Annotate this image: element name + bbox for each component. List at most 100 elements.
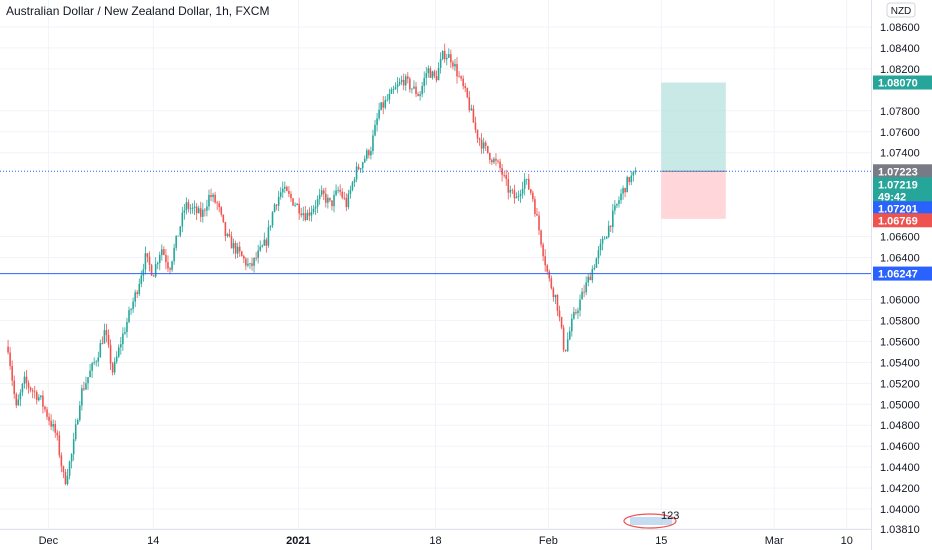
candle-body <box>175 235 177 248</box>
candle-body <box>577 310 579 314</box>
candle-body <box>163 249 165 255</box>
candle-body <box>216 202 218 204</box>
candle-body <box>70 454 73 462</box>
candle-body <box>126 321 128 333</box>
candle-body <box>245 258 247 266</box>
time-tick-label: 10 <box>841 535 853 547</box>
candle-body <box>517 196 520 197</box>
candle-body <box>404 76 407 86</box>
candle-body <box>146 253 149 257</box>
candle-body <box>234 243 237 254</box>
entry-badge-text: 1.07223 <box>878 166 918 178</box>
candle-body <box>400 79 403 83</box>
candle-body <box>236 246 239 254</box>
candle-body <box>314 206 317 209</box>
candle-body <box>263 239 266 246</box>
candle-body <box>158 254 161 263</box>
candle-body <box>279 192 282 197</box>
price-tick-label: 1.08600 <box>880 22 920 34</box>
candle-body <box>595 258 598 268</box>
price-badges: 1.08070 1.072231.0721949:421.072011.06769… <box>873 75 932 281</box>
candle-body <box>142 269 145 276</box>
candle-body <box>210 194 212 198</box>
price-tick-label: 1.03810 <box>880 524 920 536</box>
candle-body <box>302 213 305 216</box>
candle-body <box>117 347 120 357</box>
stop-zone[interactable] <box>661 171 726 219</box>
candle-body <box>27 382 30 388</box>
time-tick-label: 14 <box>147 535 159 547</box>
candle-body <box>31 390 34 392</box>
candle-body <box>575 312 577 314</box>
candle-body <box>208 194 210 207</box>
time-axis[interactable]: Dec 14 2021 18 Feb 15 Mar 10 <box>39 535 853 547</box>
candle-body <box>261 245 264 247</box>
candle-body <box>107 334 110 345</box>
candle-body <box>374 124 376 136</box>
candle-body <box>439 59 442 68</box>
candle-body <box>349 189 352 194</box>
candle-body <box>109 344 112 364</box>
candle-body <box>58 435 61 456</box>
candle-body <box>48 416 50 421</box>
candle-body <box>597 250 600 259</box>
currency-label: NZD <box>891 6 912 17</box>
candle-body <box>144 253 147 270</box>
time-tick-label: Dec <box>39 535 59 547</box>
grid <box>0 0 871 530</box>
candle-body <box>62 466 65 473</box>
candle-body <box>23 376 26 384</box>
candle-body <box>372 135 374 152</box>
candle-body <box>214 194 216 203</box>
candle-body <box>624 188 626 193</box>
candle-body <box>386 99 389 101</box>
candle-body <box>269 225 272 228</box>
candle-body <box>161 249 163 255</box>
candle-body <box>105 330 108 335</box>
candle-body <box>122 333 124 345</box>
target-zone[interactable] <box>661 82 726 172</box>
horizontal-lines[interactable] <box>0 170 871 275</box>
candle-body <box>113 361 116 373</box>
candle-body <box>304 213 307 221</box>
candle-body <box>378 109 380 119</box>
support-badge <box>873 266 932 281</box>
candle-body <box>60 455 63 467</box>
candle-body <box>97 357 100 362</box>
candle-body <box>587 276 590 283</box>
candle-body <box>337 189 339 191</box>
candle-body <box>240 251 243 257</box>
candle-body <box>308 212 311 216</box>
candle-body <box>515 196 518 199</box>
candle-body <box>17 399 20 406</box>
candle-body <box>388 93 391 100</box>
candle-body <box>491 159 493 163</box>
price-axis[interactable]: 1.03810 1.04000 1.04200 1.04400 1.04600 1.048… <box>880 22 920 536</box>
position-tool[interactable] <box>661 82 726 219</box>
candle-body <box>11 365 13 381</box>
candle-body <box>527 179 530 190</box>
candle-body <box>486 145 489 153</box>
candle-body <box>339 189 341 192</box>
candle-body <box>206 206 208 211</box>
candle-body <box>427 68 430 74</box>
candle-body <box>489 152 491 160</box>
candle-body <box>443 50 446 60</box>
candle-body <box>286 186 288 191</box>
candle-body <box>29 387 32 391</box>
candle-body <box>128 310 130 322</box>
candle-body <box>154 264 157 277</box>
candle-body <box>536 213 538 216</box>
candle-body <box>482 142 485 149</box>
support-badge-text: 1.06247 <box>878 269 918 281</box>
candle-body <box>384 100 387 108</box>
candle-body <box>152 275 155 277</box>
candle-body <box>199 208 202 217</box>
candle-body <box>413 86 415 89</box>
candle-body <box>560 317 563 328</box>
candle-body <box>310 212 313 216</box>
candle-body <box>402 79 405 86</box>
candle-body <box>183 210 186 213</box>
candle-body <box>507 179 510 193</box>
